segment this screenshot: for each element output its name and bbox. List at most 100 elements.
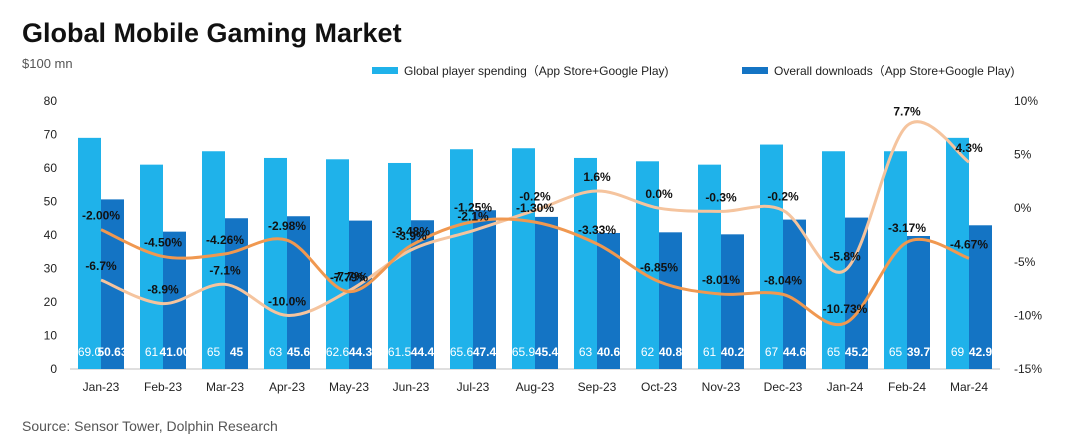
bar-label-spending: 65 (889, 345, 903, 359)
bar-label-downloads: 45.6 (287, 345, 311, 359)
y2-tick-label: -10% (1014, 308, 1042, 322)
bar-label-downloads: 39.7 (907, 345, 931, 359)
bar-label-downloads: 41.00 (159, 345, 189, 359)
legend-item-downloads: Overall downloads（App Store+Google Play) (742, 62, 1014, 79)
y-tick-label: 30 (44, 262, 58, 276)
label-spending-growth: -7.1% (209, 263, 241, 277)
bar-spending (512, 148, 535, 369)
bar-label-spending: 62 (641, 345, 655, 359)
label-downloads-growth: -1.25% (454, 201, 492, 215)
bar-label-spending: 63 (579, 345, 593, 359)
label-spending-growth: -7.7% (333, 270, 365, 284)
label-downloads-growth: -4.26% (206, 233, 244, 247)
x-tick-label: Jul-23 (457, 380, 490, 394)
label-downloads-growth: -4.67% (950, 237, 988, 251)
y-tick-label: 10 (44, 329, 58, 343)
label-downloads-growth: -1.30% (516, 201, 554, 215)
bar-spending (264, 157, 287, 369)
bar-downloads (969, 225, 992, 369)
label-spending-growth: -6.7% (85, 259, 117, 273)
bar-downloads (535, 216, 558, 369)
x-tick-label: Jun-23 (393, 380, 430, 394)
legend-swatch-downloads (742, 67, 768, 74)
bar-downloads (163, 231, 186, 369)
bar-label-downloads: 44.3 (349, 345, 373, 359)
bar-downloads (659, 232, 682, 369)
label-spending-growth: -8.9% (147, 283, 179, 297)
bar-label-spending: 69.0 (78, 345, 102, 359)
bar-label-downloads: 40.8 (659, 345, 683, 359)
bar-label-downloads: 42.9 (969, 345, 993, 359)
bar-spending (822, 151, 845, 369)
bar-label-downloads: 45 (230, 345, 244, 359)
bar-downloads (907, 236, 930, 369)
bar-spending (388, 162, 411, 369)
label-downloads-growth: -2.00% (82, 209, 120, 223)
x-tick-label: Jan-24 (827, 380, 864, 394)
bar-label-downloads: 45.2 (845, 345, 869, 359)
label-spending-growth: 7.7% (893, 105, 921, 119)
label-spending-growth: -0.2% (519, 189, 551, 203)
bar-downloads (411, 220, 434, 369)
bar-downloads (473, 210, 496, 369)
bar-spending (636, 161, 659, 369)
bar-downloads (349, 220, 372, 369)
x-tick-label: Sep-23 (578, 380, 617, 394)
bar-label-spending: 61 (703, 345, 717, 359)
bar-spending (450, 149, 473, 369)
label-downloads-growth: -2.98% (268, 219, 306, 233)
x-tick-label: Dec-23 (764, 380, 803, 394)
bar-label-downloads: 44.6 (783, 345, 807, 359)
label-spending-growth: 4.3% (955, 141, 983, 155)
bar-label-spending: 65 (827, 345, 841, 359)
label-downloads-growth: -7.79% (330, 271, 368, 285)
y2-tick-label: 5% (1014, 148, 1032, 162)
source-note: Source: Sensor Tower, Dolphin Research (22, 418, 278, 434)
bar-spending (574, 157, 597, 369)
bar-spending (698, 164, 721, 369)
label-downloads-growth: -6.85% (640, 261, 678, 275)
bar-label-spending: 61.5 (388, 345, 412, 359)
legend-label-downloads: Overall downloads（App Store+Google Play) (774, 64, 1015, 78)
y-tick-label: 20 (44, 295, 58, 309)
bar-label-spending: 63 (269, 345, 283, 359)
y-tick-label: 80 (44, 94, 58, 108)
bar-label-spending: 67 (765, 345, 779, 359)
x-tick-label: May-23 (329, 380, 369, 394)
bar-label-downloads: 44.4 (411, 345, 435, 359)
y-tick-label: 40 (44, 228, 58, 242)
bar-label-downloads: 40.6 (597, 345, 621, 359)
bar-label-spending: 65.6 (450, 345, 474, 359)
y2-tick-label: -15% (1014, 362, 1042, 376)
label-downloads-growth: -3.48% (392, 225, 430, 239)
bar-label-spending: 62.6 (326, 345, 350, 359)
bar-downloads (225, 218, 248, 369)
line-downloads-growth (100, 217, 970, 327)
label-spending-growth: -10.0% (268, 294, 306, 308)
x-tick-label: Nov-23 (702, 380, 741, 394)
x-tick-label: Feb-24 (888, 380, 926, 394)
bar-downloads (783, 219, 806, 369)
bar-spending (760, 144, 783, 369)
bar-label-downloads: 40.2 (721, 345, 745, 359)
y2-tick-label: -5% (1014, 255, 1036, 269)
y2-tick-label: 10% (1014, 94, 1038, 108)
y-tick-label: 0 (50, 362, 57, 376)
x-tick-label: Mar-23 (206, 380, 244, 394)
bar-spending (202, 151, 225, 369)
x-tick-label: Feb-23 (144, 380, 182, 394)
chart-title: Global Mobile Gaming Market (22, 18, 402, 48)
y-tick-label: 50 (44, 195, 58, 209)
bar-spending (78, 137, 101, 369)
label-spending-growth: -0.3% (705, 190, 737, 204)
legend-item-spending: Global player spending（App Store+Google … (372, 62, 669, 79)
x-tick-label: Aug-23 (516, 380, 555, 394)
bar-label-downloads: 47.4 (473, 345, 497, 359)
legend-swatch-spending (372, 67, 398, 74)
label-downloads-growth: -10.73% (823, 302, 868, 316)
label-downloads-growth: -8.04% (764, 273, 802, 287)
label-spending-growth: 0.0% (645, 187, 673, 201)
label-downloads-growth: -4.50% (144, 235, 182, 249)
y-tick-label: 60 (44, 161, 58, 175)
bar-downloads (721, 234, 744, 369)
